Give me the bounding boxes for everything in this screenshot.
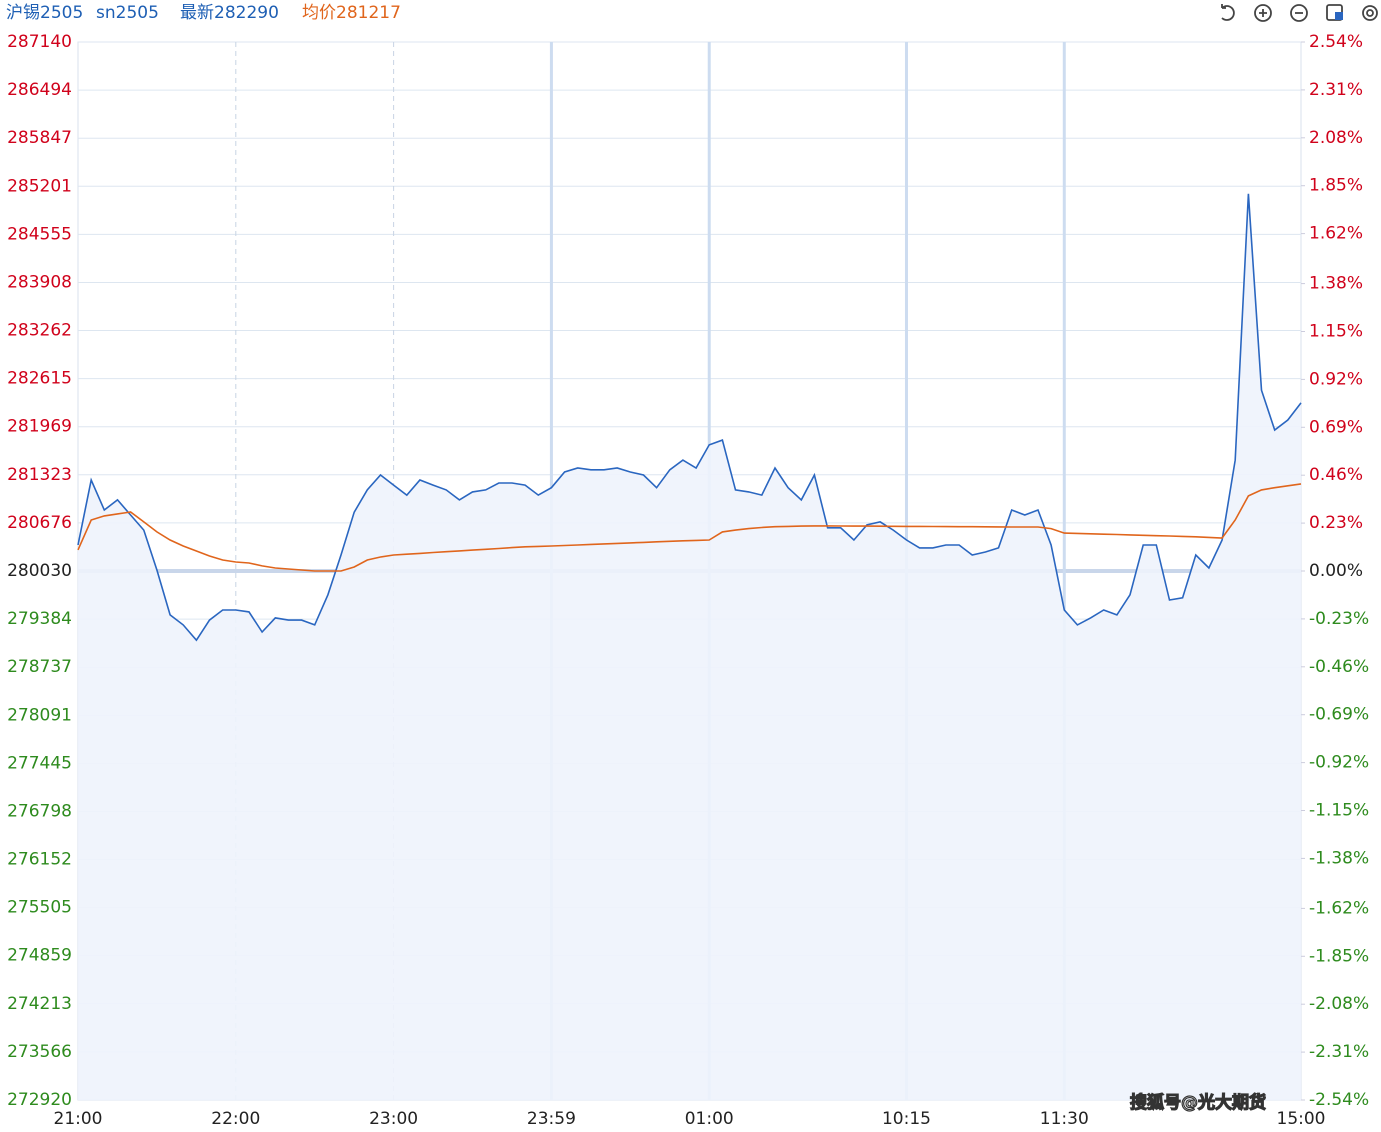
zoom-in-button[interactable] <box>1254 4 1272 22</box>
y2-tick-label: 1.15% <box>1309 321 1363 341</box>
y2-tick-label: 0.23% <box>1309 513 1363 533</box>
y2-tick-label: -1.38% <box>1309 848 1369 868</box>
y-tick-label: 275505 <box>7 898 72 918</box>
y-tick-label: 281969 <box>7 417 72 437</box>
x-tick-label: 10:15 <box>882 1109 931 1129</box>
y2-tick-label: 0.00% <box>1309 561 1363 581</box>
price-area <box>78 193 1301 1101</box>
y2-tick-label: 2.08% <box>1309 128 1363 148</box>
y2-tick-label: 1.85% <box>1309 176 1363 196</box>
x-tick-label: 23:59 <box>527 1109 576 1129</box>
average-line <box>77 483 1302 572</box>
y2-tick-label: 1.62% <box>1309 224 1363 244</box>
y-tick-label: 287140 <box>7 32 72 52</box>
price-line <box>77 193 1302 642</box>
undo-button[interactable] <box>1221 4 1235 21</box>
x-tick-label: 23:00 <box>369 1109 418 1129</box>
settings-button[interactable] <box>1362 5 1378 21</box>
y-tick-label: 284555 <box>7 224 72 244</box>
y-tick-label: 279384 <box>7 609 72 629</box>
toolbar <box>1221 4 1378 22</box>
x-tick-label: 22:00 <box>211 1109 260 1129</box>
latest-price: 最新282290 <box>180 3 279 23</box>
x-tick-label: 11:30 <box>1040 1109 1089 1129</box>
y2-tick-label: 0.92% <box>1309 369 1363 389</box>
y2-tick-label: -2.54% <box>1309 1090 1369 1110</box>
y-tick-label: 274213 <box>7 994 72 1014</box>
y2-tick-label: 2.54% <box>1309 32 1363 52</box>
x-tick-label: 21:00 <box>54 1109 103 1129</box>
y-tick-label: 276798 <box>7 801 72 821</box>
y2-tick-label: -1.62% <box>1309 898 1369 918</box>
y2-tick-label: -0.69% <box>1309 705 1369 725</box>
y2-tick-label: -1.85% <box>1309 946 1369 966</box>
y2-tick-label: -0.23% <box>1309 609 1369 629</box>
y-tick-label: 285847 <box>7 128 72 148</box>
y-tick-label: 285201 <box>7 176 72 196</box>
zoom-out-button[interactable] <box>1290 4 1308 22</box>
y-tick-label: 281323 <box>7 465 72 485</box>
y-tick-label: 278737 <box>7 657 72 677</box>
y2-tick-label: -2.31% <box>1309 1042 1369 1062</box>
y-tick-label: 282615 <box>7 369 72 389</box>
x-tick-label: 01:00 <box>685 1109 734 1129</box>
y-tick-label: 272920 <box>7 1090 72 1110</box>
y2-tick-label: 1.38% <box>1309 274 1363 294</box>
y-tick-label: 273566 <box>7 1042 72 1062</box>
y2-tick-label: -1.15% <box>1309 801 1369 821</box>
y-tick-label: 283262 <box>7 321 72 341</box>
y-tick-label: 274859 <box>7 946 72 966</box>
y-tick-label: 277445 <box>7 753 72 773</box>
watermark: 搜狐号@光大期货 <box>1130 1092 1266 1113</box>
y2-tick-label: -0.92% <box>1309 753 1369 773</box>
x-tick-label: 15:00 <box>1277 1109 1326 1129</box>
y2-tick-label: 0.46% <box>1309 465 1363 485</box>
y-tick-label: 278091 <box>7 705 72 725</box>
y2-tick-label: -2.08% <box>1309 994 1369 1014</box>
y2-tick-label: 2.31% <box>1309 80 1363 100</box>
code: sn2505 <box>96 3 159 23</box>
average-price: 均价281217 <box>302 3 401 23</box>
y-tick-label: 283908 <box>7 272 72 292</box>
y-tick-label: 280676 <box>7 513 72 533</box>
y2-tick-label: -0.46% <box>1309 657 1369 677</box>
y-tick-label: 280030 <box>7 561 72 581</box>
y-tick-label: 276152 <box>7 850 72 870</box>
instrument: 沪锡2505 <box>6 3 83 23</box>
y-tick-label: 286494 <box>7 80 72 100</box>
y2-tick-label: 0.69% <box>1309 417 1363 437</box>
layout-button[interactable] <box>1326 4 1343 21</box>
